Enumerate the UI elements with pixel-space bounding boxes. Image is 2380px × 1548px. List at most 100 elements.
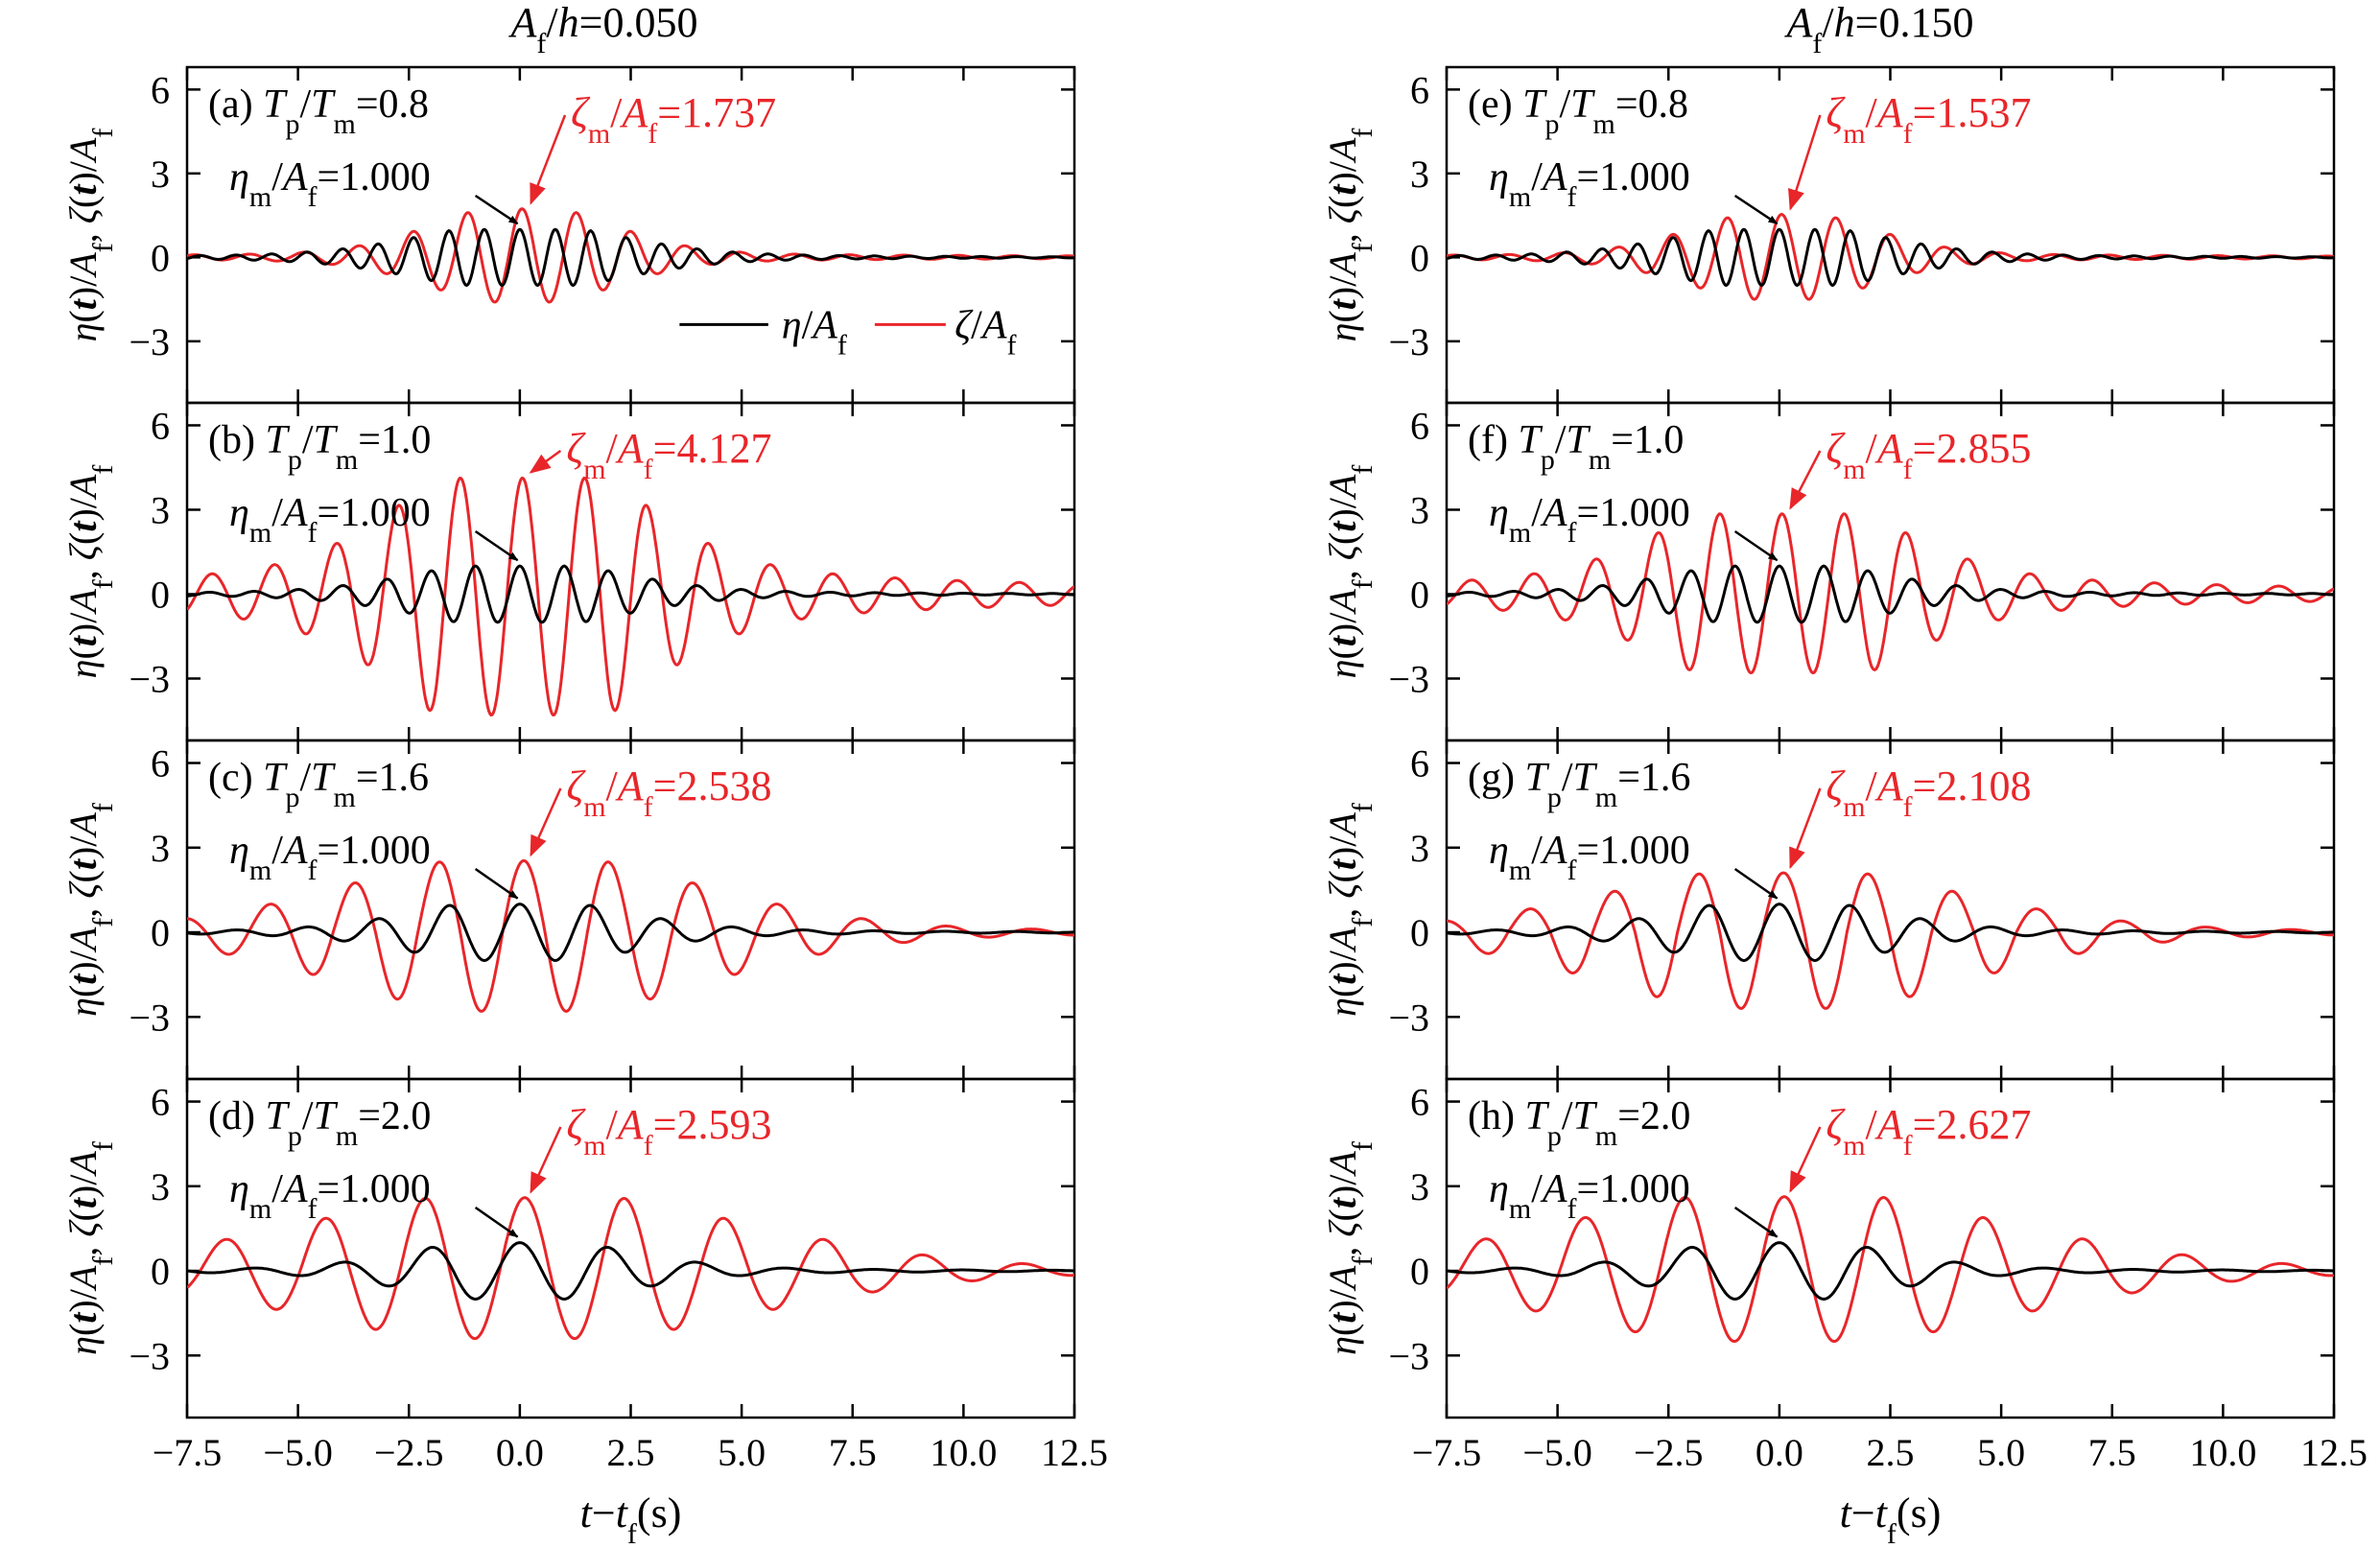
zeta-arrow [530, 1126, 562, 1194]
panel-e: 6 3 0 −3η(t)/Af, ζ(t)/Af (e) Tp/Tm=0.8 ηm/Af=… [1321, 65, 2336, 405]
y-axis-label: η(t)/Af, ζ(t)/Af [61, 803, 119, 1017]
eta-arrow [1733, 1206, 1779, 1238]
y-tick-label: −3 [129, 996, 170, 1039]
y-tick-label: −3 [1388, 996, 1429, 1039]
series-eta-line [187, 227, 1074, 288]
x-tick-label: 10.0 [2189, 1431, 2256, 1474]
x-tick-label: 0.0 [1756, 1431, 1803, 1474]
panel-label: (h) Tp/Tm=2.0 [1468, 1094, 1690, 1152]
series-eta-line [1447, 227, 2334, 288]
series-eta-line [187, 1241, 1074, 1302]
y-tick-label: 6 [151, 68, 170, 111]
panel-b: 6 3 0 −3η(t)/Af, ζ(t)/Af (b) Tp/Tm=1.0 ηm/Af=… [61, 401, 1076, 742]
y-axis-label: η(t)/Af, ζ(t)/Af [61, 1141, 119, 1355]
eta-arrow [474, 194, 519, 225]
series-zeta-line [1447, 512, 2334, 675]
panel-d: 6 3 0 −3η(t)/Af, ζ(t)/Af (d) Tp/Tm=2.0 ηm/Af=… [61, 1077, 1076, 1419]
x-tick-label: 2.5 [1867, 1431, 1915, 1474]
y-tick-label: 0 [151, 911, 170, 954]
x-tick-label: 0.0 [496, 1431, 544, 1474]
y-tick-label: −3 [1388, 320, 1429, 364]
series-eta-line [1447, 903, 2334, 963]
y-tick-label: 3 [151, 488, 170, 531]
y-tick-label: −3 [1388, 657, 1429, 700]
panel-label: (a) Tp/Tm=0.8 [208, 82, 429, 140]
y-tick-label: 3 [1410, 1165, 1429, 1208]
legend-eta-label: η/Af [782, 303, 847, 361]
zeta-arrow [1789, 787, 1822, 870]
y-tick-label: 0 [1410, 573, 1429, 616]
y-axis-label: η(t)/Af, ζ(t)/Af [1321, 129, 1379, 342]
zeta-max-label: ζm/Af=2.855 [1826, 425, 2031, 485]
x-tick-label: 7.5 [829, 1431, 877, 1474]
y-tick-label: 0 [1410, 911, 1429, 954]
y-tick-label: 3 [151, 1165, 170, 1208]
y-axis-label: η(t)/Af, ζ(t)/Af [61, 465, 119, 679]
x-tick-label: −7.5 [153, 1431, 223, 1474]
x-tick-label: −2.5 [374, 1431, 444, 1474]
y-tick-label: 6 [1410, 1081, 1429, 1124]
eta-max-label: ηm/Af=1.000 [1489, 491, 1690, 549]
eta-max-label: ηm/Af=1.000 [1489, 155, 1690, 213]
eta-max-label: ηm/Af=1.000 [1489, 829, 1690, 886]
y-axis-label: η(t)/Af, ζ(t)/Af [1321, 803, 1379, 1017]
eta-arrow [474, 867, 519, 900]
x-tick-label: 12.5 [2300, 1431, 2368, 1474]
zeta-max-label: ζm/Af=2.593 [566, 1101, 771, 1161]
y-tick-label: 3 [1410, 488, 1429, 531]
y-tick-label: 6 [151, 404, 170, 447]
y-tick-label: 3 [151, 827, 170, 870]
x-tick-label: 12.5 [1041, 1431, 1108, 1474]
eta-arrow [474, 529, 519, 562]
y-tick-label: 0 [151, 236, 170, 279]
legend-zeta-label: ζ/Af [954, 303, 1016, 361]
y-tick-label: −3 [129, 320, 170, 364]
eta-arrow [1733, 194, 1779, 225]
eta-max-label: ηm/Af=1.000 [229, 155, 431, 213]
x-tick-label: −5.0 [263, 1431, 333, 1474]
panel-c: 6 3 0 −3η(t)/Af, ζ(t)/Af (c) Tp/Tm=1.6 ηm/Af=… [61, 739, 1076, 1081]
y-tick-label: 6 [1410, 742, 1429, 786]
zeta-max-label: ζm/Af=2.108 [1826, 762, 2031, 823]
zeta-max-label: ζm/Af=2.538 [566, 762, 771, 823]
eta-max-label: ηm/Af=1.000 [229, 1167, 431, 1225]
y-tick-label: 0 [151, 573, 170, 616]
x-tick-label: −5.0 [1522, 1431, 1592, 1474]
y-tick-label: 6 [151, 742, 170, 786]
zeta-arrow [1788, 114, 1822, 211]
eta-arrow [1733, 529, 1779, 562]
panel-label: (f) Tp/Tm=1.0 [1468, 418, 1684, 476]
zeta-arrow [530, 787, 562, 857]
column-title-left: Af/h=0.050 [508, 0, 698, 59]
panel-label: (e) Tp/Tm=0.8 [1468, 82, 1688, 140]
zeta-arrow [1789, 1126, 1822, 1193]
y-tick-label: 3 [1410, 152, 1429, 196]
x-axis-label: t−tf(s) [580, 1489, 682, 1548]
panel-a: 6 3 0 −3η(t)/Af, ζ(t)/Af (a) Tp/Tm=0.8 ηm/Af=… [61, 65, 1076, 405]
y-axis-label: η(t)/Af, ζ(t)/Af [1321, 1141, 1379, 1355]
series-zeta-line [1447, 871, 2334, 1010]
x-tick-label: 2.5 [607, 1431, 655, 1474]
zeta-max-label: ζm/Af=1.737 [571, 89, 776, 150]
x-tick-label: 5.0 [1977, 1431, 2025, 1474]
series-eta-line [1447, 564, 2334, 624]
x-tick-label: 10.0 [930, 1431, 997, 1474]
y-axis-label: η(t)/Af, ζ(t)/Af [61, 129, 119, 342]
eta-arrow [1733, 867, 1779, 900]
panel-label: (b) Tp/Tm=1.0 [208, 418, 431, 476]
x-tick-label: 7.5 [2088, 1431, 2136, 1474]
eta-arrow [474, 1206, 519, 1238]
y-tick-label: 0 [1410, 1250, 1429, 1293]
y-tick-label: 0 [151, 1250, 170, 1293]
series-zeta-line [187, 858, 1074, 1013]
zeta-arrow [1789, 450, 1822, 510]
x-tick-label: 5.0 [718, 1431, 766, 1474]
x-tick-label: −7.5 [1412, 1431, 1482, 1474]
panel-label: (g) Tp/Tm=1.6 [1468, 756, 1690, 813]
series-eta-line [187, 564, 1074, 624]
y-tick-label: −3 [129, 1334, 170, 1377]
eta-max-label: ηm/Af=1.000 [229, 491, 431, 549]
series-eta-line [187, 903, 1074, 963]
panel-label: (d) Tp/Tm=2.0 [208, 1094, 431, 1152]
